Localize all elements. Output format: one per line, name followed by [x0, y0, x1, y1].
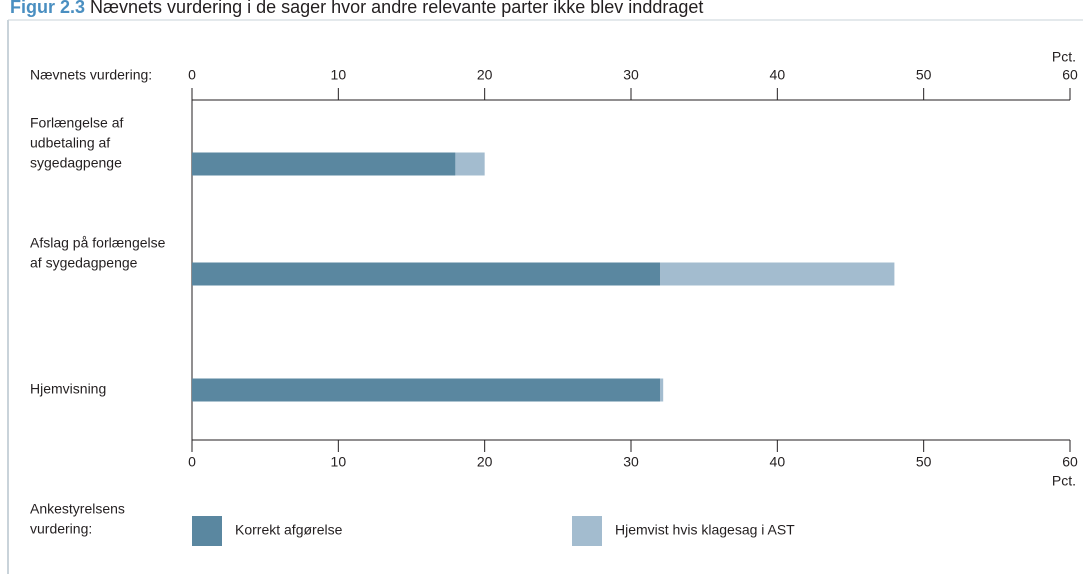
title-prefix: Figur 2.3 [10, 0, 85, 17]
unit-label: Pct. [1052, 49, 1076, 65]
x-tick-label: 0 [188, 454, 196, 470]
bar-segment [192, 152, 456, 176]
x-tick-label: 20 [477, 454, 493, 470]
x-tick-label: 30 [623, 67, 639, 83]
legend-label: Korrekt afgørelse [235, 522, 343, 538]
bar-segment [660, 378, 664, 402]
x-tick-label: 60 [1062, 454, 1078, 470]
bar-segment [192, 378, 661, 402]
bar-segment [660, 262, 895, 286]
top-axis-label: Nævnets vurdering: [30, 67, 152, 83]
x-tick-label: 50 [916, 67, 932, 83]
unit-label: Pct. [1052, 473, 1076, 489]
category-label: Hjemvisning [30, 381, 106, 397]
x-tick-label: 40 [770, 454, 786, 470]
category-label: udbetaling af [30, 135, 110, 151]
bar-segment [455, 152, 485, 176]
legend-label: Hjemvist hvis klagesag i AST [615, 522, 795, 538]
legend-swatch [572, 516, 602, 546]
x-tick-label: 0 [188, 67, 196, 83]
x-tick-label: 10 [331, 67, 347, 83]
chart-title: Figur 2.3 Nævnets vurdering i de sager h… [10, 0, 703, 17]
bar-segment [192, 262, 661, 286]
x-tick-label: 60 [1062, 67, 1078, 83]
category-label: af sygedagpenge [30, 255, 138, 271]
x-tick-label: 50 [916, 454, 932, 470]
x-tick-label: 40 [770, 67, 786, 83]
bottom-axis-label: Ankestyrelsens [30, 501, 125, 517]
x-tick-label: 10 [331, 454, 347, 470]
category-label: sygedagpenge [30, 155, 122, 171]
legend-swatch [192, 516, 222, 546]
category-label: Forlængelse af [30, 115, 123, 131]
bottom-axis-label: vurdering: [30, 521, 92, 537]
category-label: Afslag på forlængelse [30, 235, 166, 251]
title-text: Nævnets vurdering i de sager hvor andre … [90, 0, 703, 17]
x-tick-label: 30 [623, 454, 639, 470]
x-tick-label: 20 [477, 67, 493, 83]
